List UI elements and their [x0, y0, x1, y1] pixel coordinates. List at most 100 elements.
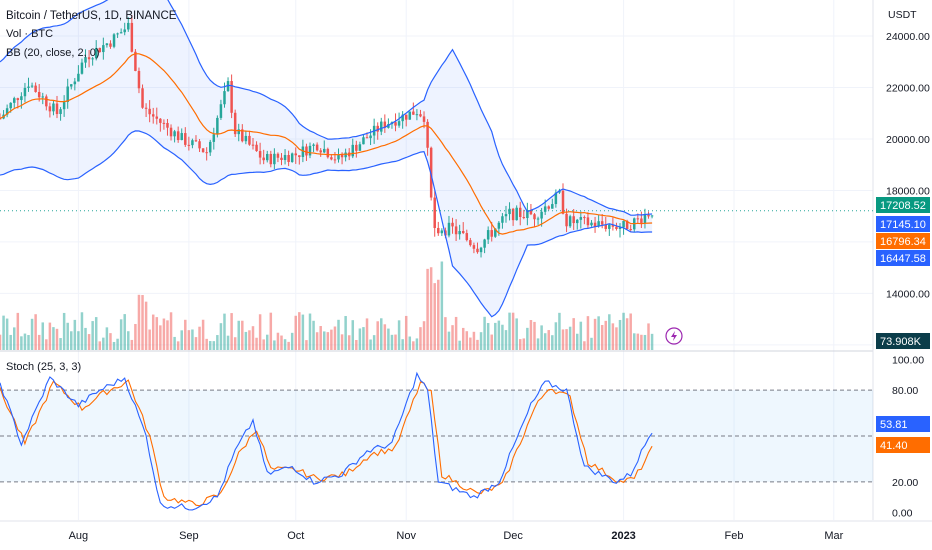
volume-bar	[123, 314, 126, 350]
symbol-legend[interactable]: Bitcoin / TetherUS, 1D, BINANCE	[6, 10, 177, 22]
candle-body	[426, 121, 429, 148]
candle-body	[490, 230, 493, 237]
candle-body	[80, 62, 84, 74]
volume-bar	[529, 320, 533, 350]
volume-bar	[244, 331, 248, 350]
volume-bar	[212, 341, 216, 350]
candle-body	[9, 102, 12, 109]
bb-legend[interactable]: BB (20, close, 2, 0)	[6, 47, 100, 59]
volume-bar	[433, 283, 436, 350]
badge-bb-upper-bg	[876, 216, 930, 232]
candle-body	[280, 157, 283, 161]
volume-bar	[98, 341, 102, 350]
candle-body	[472, 245, 476, 249]
volume-bar	[333, 326, 337, 350]
time-tick-label: Sep	[179, 530, 199, 542]
volume-bar	[223, 313, 226, 350]
candle-body	[27, 86, 30, 88]
candle-body	[618, 227, 622, 229]
volume-bar	[600, 325, 604, 350]
volume-bar	[565, 329, 568, 350]
volume-bar	[608, 314, 611, 350]
volume-bar	[347, 335, 351, 350]
volume-bar	[151, 314, 155, 350]
volume-bar	[504, 330, 508, 350]
volume-bar	[547, 330, 550, 350]
candle-body	[508, 208, 511, 215]
candle-body	[408, 111, 412, 120]
volume-bar	[561, 329, 565, 350]
candle-body	[543, 206, 547, 212]
candle-body	[365, 137, 369, 139]
time-tick-label: Nov	[396, 530, 416, 542]
badge-stoch-k: 53.81	[880, 419, 908, 431]
volume-bar	[618, 319, 622, 350]
volume-bar	[109, 333, 112, 350]
candle-body	[37, 91, 41, 98]
candle-body	[465, 233, 469, 241]
volume-bar	[372, 335, 376, 350]
volume-bar	[155, 317, 159, 350]
candle-body	[105, 43, 109, 46]
volume-bar	[48, 322, 52, 350]
candle-body	[565, 213, 568, 227]
volume-bar	[472, 331, 476, 350]
volume-bar	[579, 321, 583, 350]
volume-bar	[380, 318, 383, 350]
candle-body	[176, 131, 180, 141]
volume-bar	[119, 319, 123, 350]
volume-bar	[273, 340, 276, 350]
badge-stoch-d: 41.40	[880, 440, 908, 452]
volume-bar	[276, 332, 280, 350]
time-tick-label: Oct	[287, 530, 304, 542]
volume-bar	[219, 323, 223, 350]
badge-stoch-d-bg	[876, 437, 930, 453]
candlesticks	[0, 15, 654, 258]
volume-bar	[84, 327, 87, 350]
volume-bar	[404, 315, 408, 350]
volume-bar	[176, 341, 180, 350]
time-axis: Aug Sep Oct Nov Dec 2023 Feb Mar	[0, 520, 932, 542]
candle-body	[369, 135, 372, 139]
candle-body	[397, 121, 401, 126]
volume-bar	[387, 328, 390, 350]
volume-bar	[444, 317, 447, 350]
candle-body	[522, 216, 526, 219]
volume-bar	[137, 294, 141, 350]
candle-body	[625, 220, 629, 230]
volume-bar	[23, 333, 27, 350]
candle-body	[294, 153, 297, 156]
candle-body	[319, 150, 322, 153]
volume-bar	[426, 268, 429, 350]
candle-body	[529, 210, 533, 215]
candle-body	[301, 146, 305, 157]
candle-body	[554, 192, 558, 205]
volume-legend[interactable]: Vol · BTC	[6, 28, 54, 40]
bb-lower-line	[0, 130, 653, 318]
volume-bar	[45, 339, 48, 350]
candle-body	[16, 98, 20, 101]
volume-bar	[625, 318, 629, 350]
candle-body	[358, 144, 362, 151]
candle-body	[333, 159, 337, 161]
candle-body	[615, 226, 618, 229]
stoch-legend[interactable]: Stoch (25, 3, 3)	[6, 361, 82, 373]
volume-bar	[543, 333, 547, 350]
volume-bar	[647, 323, 650, 350]
candle-body	[191, 140, 194, 146]
candle-body	[45, 96, 48, 107]
volume-bar	[429, 267, 433, 350]
candle-body	[123, 29, 126, 33]
candle-body	[94, 47, 98, 59]
stoch-k-line	[0, 371, 653, 511]
candle-body	[102, 45, 105, 53]
candle-body	[166, 122, 169, 128]
volume-bar	[590, 337, 593, 350]
candle-body	[216, 117, 219, 135]
volume-bars	[0, 261, 654, 350]
volume-bar	[233, 337, 237, 350]
volume-bar	[390, 334, 394, 350]
volume-bar	[148, 329, 151, 350]
candle-body	[355, 144, 358, 151]
